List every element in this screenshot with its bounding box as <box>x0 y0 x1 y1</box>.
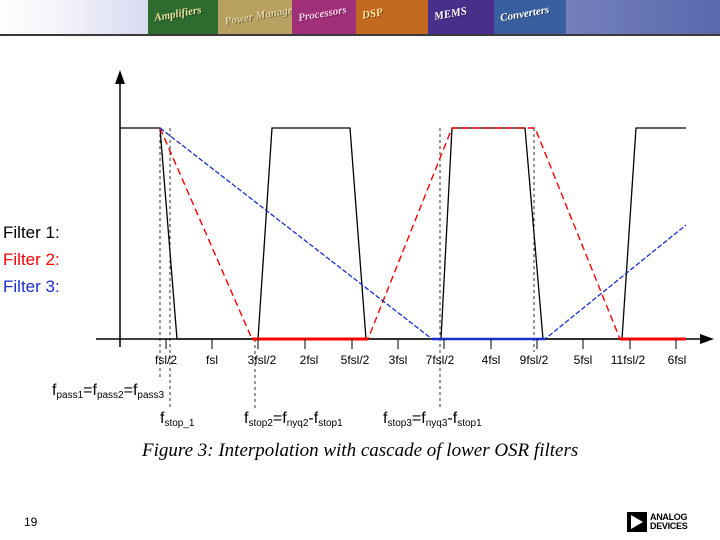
x-tick-label: 11fsl/2 <box>611 353 646 367</box>
header-banner: Amplifiers Power Management Processors D… <box>0 0 720 34</box>
header-tile: Amplifiers <box>148 0 218 34</box>
analog-devices-logo-icon <box>627 512 647 532</box>
x-tick-label: 3fsl <box>389 353 408 367</box>
filter-1-response <box>120 127 686 340</box>
logo-line-1: ANALOG <box>650 512 688 522</box>
logo-line-2: DEVICES <box>650 521 688 531</box>
x-tick-label: 2fsl <box>300 353 319 367</box>
header-tile: Power Management <box>218 0 292 34</box>
annotation-fstop2: fstop2=fnyq2-fstop1 <box>244 410 343 429</box>
y-axis-arrow-icon <box>115 70 125 84</box>
filter-2-response <box>159 127 686 340</box>
x-tick-label: 9fsl/2 <box>520 353 549 367</box>
legend-filter-2: Filter 2: <box>3 250 60 269</box>
x-tick-label: 7fsl/2 <box>426 353 455 367</box>
logo-text: ANALOG DEVICES <box>650 512 688 531</box>
x-tick-label: 5fsl <box>574 353 593 367</box>
annotation-fpass: fpass1=fpass2=fpass3 <box>52 382 165 401</box>
annotation-fstop1: fstop_1 <box>160 410 195 429</box>
header-tile: Processors <box>292 0 356 34</box>
page-number: 19 <box>24 515 38 529</box>
header-tile: MEMS <box>428 0 494 34</box>
x-axis-arrow-icon <box>700 334 714 344</box>
x-tick-label: 5fsl/2 <box>341 353 370 367</box>
x-tick-label: 4fsl <box>482 353 501 367</box>
x-tick-label: 3fsl/2 <box>248 353 277 367</box>
header-tile: Converters <box>494 0 566 34</box>
header-collage: Amplifiers Power Management Processors D… <box>148 0 566 34</box>
legend-filter-1: Filter 1: <box>3 223 60 242</box>
x-tick-label: fsl <box>206 353 218 367</box>
x-tick-label: 6fsl <box>668 353 687 367</box>
annotation-fstop3: fstop3=fnyq3-fstop1 <box>383 410 482 429</box>
legend-filter-3: Filter 3: <box>3 277 60 296</box>
figure-caption: Figure 3: Interpolation with cascade of … <box>142 440 579 461</box>
header-tile: DSP <box>356 0 428 34</box>
header-divider <box>0 34 720 36</box>
analog-devices-logo: ANALOG DEVICES <box>627 512 688 532</box>
x-tick-label: fsl/2 <box>155 353 177 367</box>
x-axis-ticks <box>165 339 677 349</box>
